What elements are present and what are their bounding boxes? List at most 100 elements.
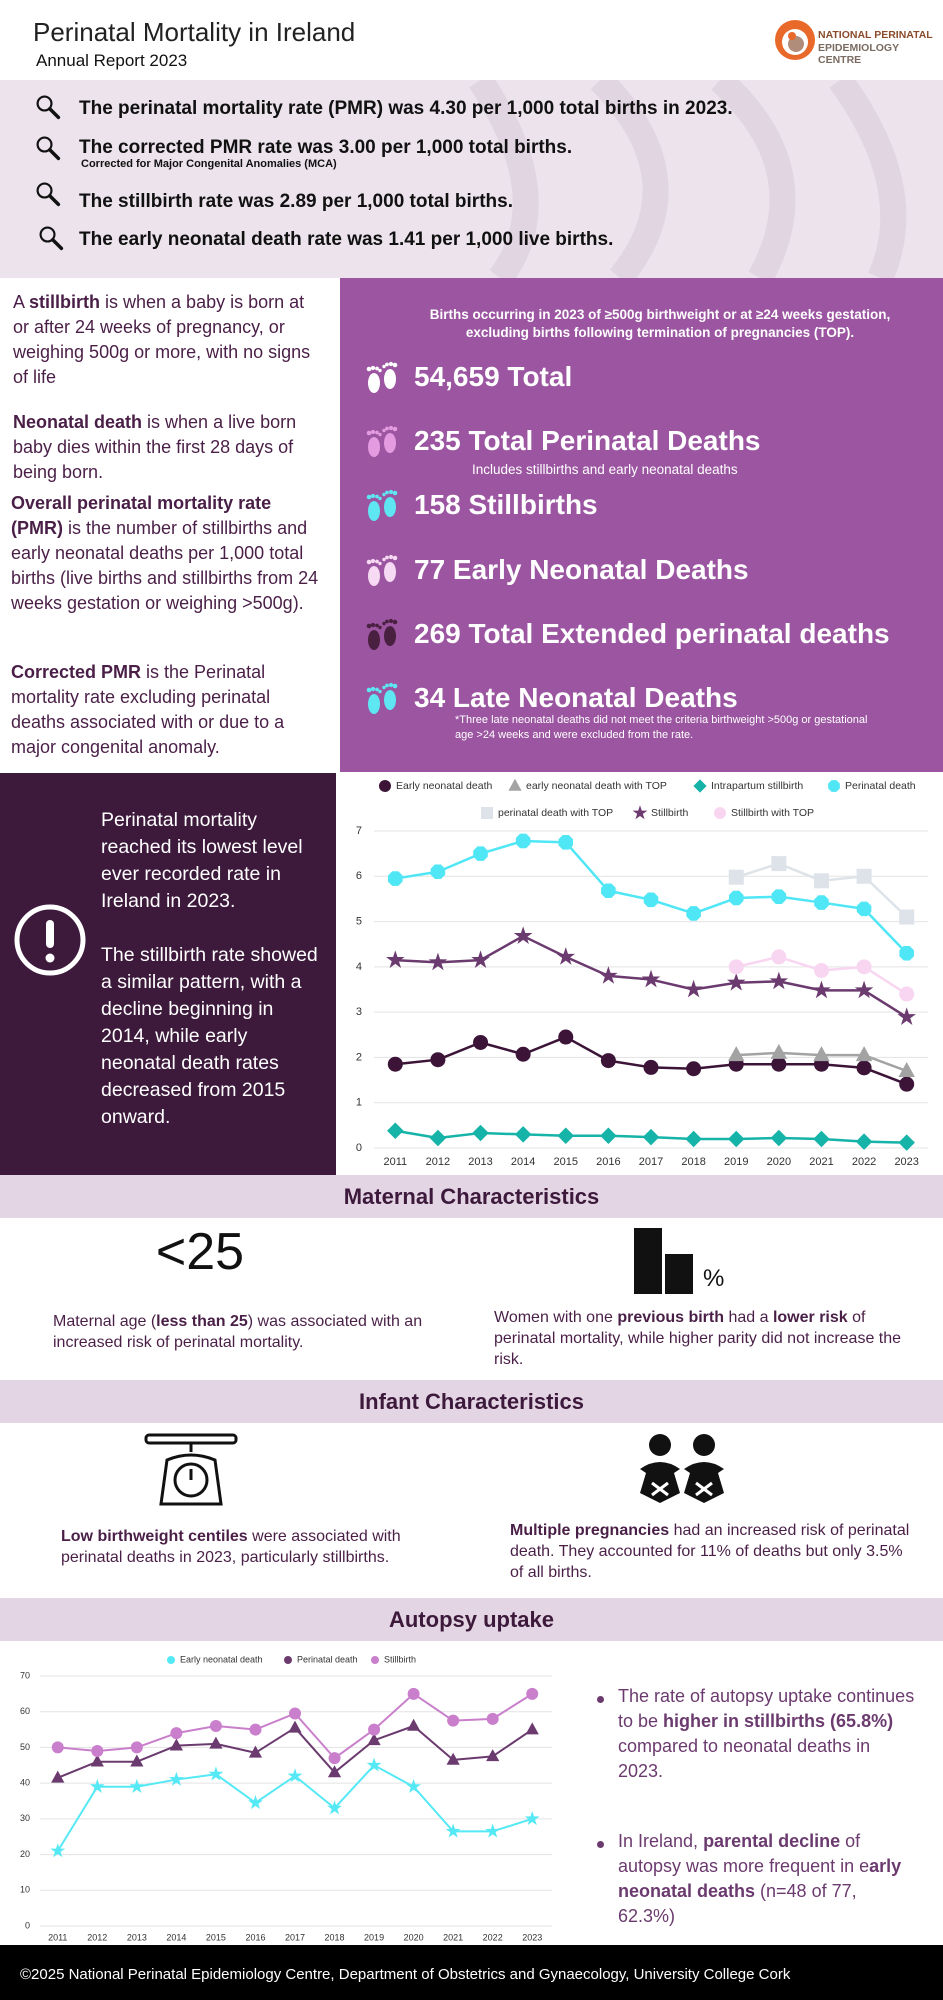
marker: [513, 926, 533, 944]
marker: [771, 856, 787, 872]
legend-label: Early neonatal death: [180, 1654, 263, 1664]
y-tick-label: 4: [356, 961, 362, 973]
y-tick-label: 5: [356, 915, 362, 927]
marker: [856, 901, 872, 917]
marker: [558, 1029, 574, 1045]
stat: 158 Stillbirths: [414, 489, 598, 520]
x-tick-label: 2015: [554, 1156, 578, 1168]
marker: [368, 1723, 381, 1736]
text: is the number of stillbirths and early n…: [11, 518, 319, 613]
twins-icon: [640, 1434, 724, 1503]
x-tick-label: 2013: [127, 1932, 147, 1942]
bullet: [597, 1841, 604, 1848]
legend-marker: [284, 1656, 292, 1664]
marker: [899, 986, 915, 1002]
logo-text: EPIDEMIOLOGY CENTRE: [818, 42, 899, 66]
emphasis: arly neonatal deaths: [618, 1856, 902, 1901]
text: ) was associated with an increased risk …: [53, 1313, 423, 1351]
text: is the Perinatal mortality rate excludin…: [11, 662, 285, 757]
marker: [366, 1757, 382, 1772]
autopsy-bullet: In Ireland, parental decline of autopsy …: [618, 1829, 918, 1929]
text: of autopsy was more frequent in e: [618, 1831, 870, 1876]
marker: [445, 1823, 461, 1838]
definition: Overall perinatal mortality rate (PMR) i…: [11, 491, 323, 616]
x-tick-label: 2016: [596, 1156, 620, 1168]
marker: [899, 1076, 915, 1092]
marker: [557, 1127, 575, 1145]
text: (n=48 of 77, 62.3%): [618, 1881, 857, 1926]
emphasis: lower risk: [772, 1309, 848, 1326]
marker: [771, 949, 787, 965]
legend-label: perinatal death with TOP: [498, 807, 613, 819]
highlights-background: [0, 80, 943, 278]
definition: Neonatal death is when a live born baby …: [13, 410, 325, 485]
stat: 77 Early Neonatal Deaths: [414, 554, 749, 585]
x-tick-label: 2017: [285, 1932, 305, 1942]
marker: [728, 890, 744, 906]
autopsy-bullet: The rate of autopsy uptake continues to …: [618, 1684, 918, 1784]
text: The rate of autopsy uptake continues to …: [618, 1686, 915, 1731]
x-tick-label: 2012: [87, 1932, 107, 1942]
legend-marker: [693, 779, 707, 793]
marker: [249, 1723, 262, 1736]
parity-icon-text: %: [703, 1265, 725, 1292]
marker: [856, 1060, 872, 1076]
y-tick-label: 70: [20, 1670, 30, 1680]
marker: [428, 952, 448, 971]
parity-icon: [634, 1228, 693, 1294]
legend-marker: [379, 780, 391, 792]
emphasis: less than 25: [156, 1313, 248, 1330]
y-tick-label: 2: [356, 1051, 362, 1063]
y-tick-label: 1: [356, 1097, 362, 1109]
emphasis: higher in stillbirths (65.8%): [663, 1711, 894, 1731]
marker: [248, 1794, 263, 1810]
marker: [387, 1122, 404, 1140]
infant-right: Multiple pregnancies had an increased ri…: [510, 1520, 910, 1583]
x-tick-label: 2012: [426, 1156, 450, 1168]
marker: [856, 868, 872, 884]
marker: [209, 1736, 223, 1749]
term: Overall perinatal mortality rate (PMR): [11, 493, 272, 538]
marker: [813, 962, 829, 978]
marker: [525, 1722, 539, 1735]
marker: [556, 947, 576, 965]
marker: [686, 1061, 702, 1077]
marker: [429, 1129, 447, 1147]
marker: [813, 1046, 830, 1062]
term: stillbirth: [29, 292, 101, 312]
x-tick-label: 2022: [483, 1932, 503, 1942]
highlight-note: Corrected for Major Congenital Anomalies…: [81, 158, 337, 170]
y-tick-label: 50: [20, 1742, 30, 1752]
text: A: [13, 292, 30, 312]
definition: A stillbirth is when a baby is born at o…: [13, 290, 325, 390]
x-tick-label: 2023: [522, 1932, 542, 1942]
section-title: Maternal Characteristics: [0, 1175, 943, 1218]
emphasis: parental decline: [703, 1831, 841, 1851]
stat-icons: [366, 361, 398, 714]
legend-label: Perinatal death: [297, 1654, 358, 1664]
marker: [515, 833, 531, 849]
marker: [727, 1046, 745, 1062]
scale-icon: [144, 1433, 238, 1506]
legend-marker: [508, 778, 522, 791]
emphasis: Multiple pregnancies: [510, 1522, 670, 1539]
x-tick-label: 2020: [404, 1932, 424, 1942]
x-tick-label: 2017: [639, 1156, 663, 1168]
legend-marker: [481, 807, 493, 819]
marker: [386, 950, 405, 968]
y-tick-label: 30: [20, 1813, 30, 1823]
y-tick-label: 40: [20, 1778, 30, 1788]
marker: [51, 1741, 64, 1754]
marker: [430, 1052, 446, 1068]
legend-marker: [371, 1656, 379, 1664]
text: were associated with perinatal deaths in…: [61, 1528, 401, 1566]
marker: [208, 1766, 224, 1781]
x-tick-label: 2011: [48, 1932, 67, 1942]
x-tick-label: 2011: [383, 1156, 407, 1168]
marker: [643, 892, 659, 908]
callout-text: Perinatal mortality reached its lowest l…: [101, 809, 303, 912]
logo-text: NATIONAL PERINATAL: [818, 29, 933, 41]
marker: [726, 972, 746, 991]
